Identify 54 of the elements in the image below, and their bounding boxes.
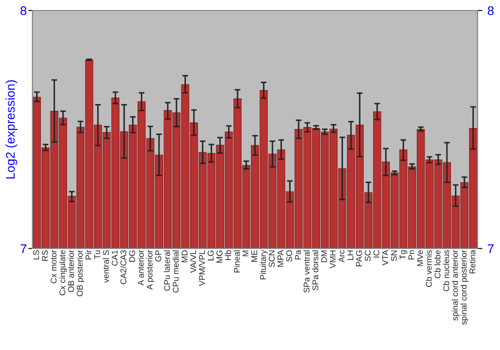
x-tick-label: ventral S [102, 250, 109, 283]
x-tick-label: SO [286, 250, 292, 262]
x-tick-label: Pineal [234, 250, 240, 272]
x-tick-label: Pa [295, 250, 301, 260]
x-tick-label: Cb vermis [426, 250, 432, 287]
x-tick-label: Arc [338, 250, 344, 262]
x-tick-label: SPa dorsal [312, 250, 318, 290]
x-tick-label: Tg [400, 250, 408, 260]
y-axis-title: Log2 (expression) [6, 80, 18, 178]
x-tick-label: SCN [268, 250, 275, 268]
x-tick-label: M [242, 250, 248, 256]
x-tick-label: Retina [469, 250, 476, 274]
x-tick-label: LG [208, 250, 214, 260]
x-tick-label: Cx motor [50, 250, 57, 284]
x-tick-label: DG [129, 250, 136, 262]
x-tick-label: Pir [85, 250, 92, 260]
x-tick-label: MVe [417, 250, 424, 266]
x-tick-label: IC [373, 250, 380, 258]
x-tick-label: SC [364, 250, 371, 262]
x-tick-label: Cb nucleus [443, 250, 450, 292]
x-tick-label: Pn [408, 250, 414, 260]
x-tick-label: GP [155, 250, 162, 262]
x-tick-label: ME [251, 250, 258, 262]
x-tick-label: OB anterior [68, 250, 74, 292]
x-tick-label: OB posterior [76, 250, 84, 296]
x-tick-label: CPu medial [172, 250, 179, 293]
x-tick-label: A posterior [146, 250, 154, 290]
x-tick-label: Tu [94, 250, 100, 260]
x-tick-label: CA2/CA3 [120, 250, 126, 284]
x-tick-label: MD [182, 250, 188, 262]
x-tick-label: Cb lobe [434, 250, 440, 278]
x-tick-label: CA1 [112, 250, 118, 266]
x-tick-label: DM [321, 250, 327, 262]
x-tick-label: Pituitary [260, 250, 268, 280]
y2-tick-label: 7 [488, 244, 494, 254]
x-tick-label: Hb [224, 250, 232, 260]
x-tick-label: SPa ventral [303, 250, 310, 293]
x-tick-label: LS [33, 250, 40, 260]
x-tick-label: A anterior [138, 250, 144, 286]
x-tick-label: PAG [356, 250, 362, 266]
x-tick-label: spinal cord anterior [452, 250, 460, 321]
x-tick-label: spinal cord posterior [460, 250, 468, 325]
x-tick-label: SN [390, 250, 397, 262]
x-tick-label: VPM/VPL [198, 250, 205, 286]
x-tick-label: CPu lateral [164, 250, 170, 291]
x-tick-label: VA/VL [190, 250, 196, 273]
x-tick-label: Cx cingulate [59, 250, 67, 296]
x-tick-label: VMH [330, 250, 336, 268]
x-tick-label: LH [347, 250, 354, 260]
x-tick-label: MG [216, 250, 222, 263]
y2-tick-label: 8 [488, 6, 494, 16]
x-tick-label: RS [42, 250, 48, 261]
x-tick-label: MPA [278, 250, 284, 267]
x-tick-label: VTA [382, 250, 388, 266]
